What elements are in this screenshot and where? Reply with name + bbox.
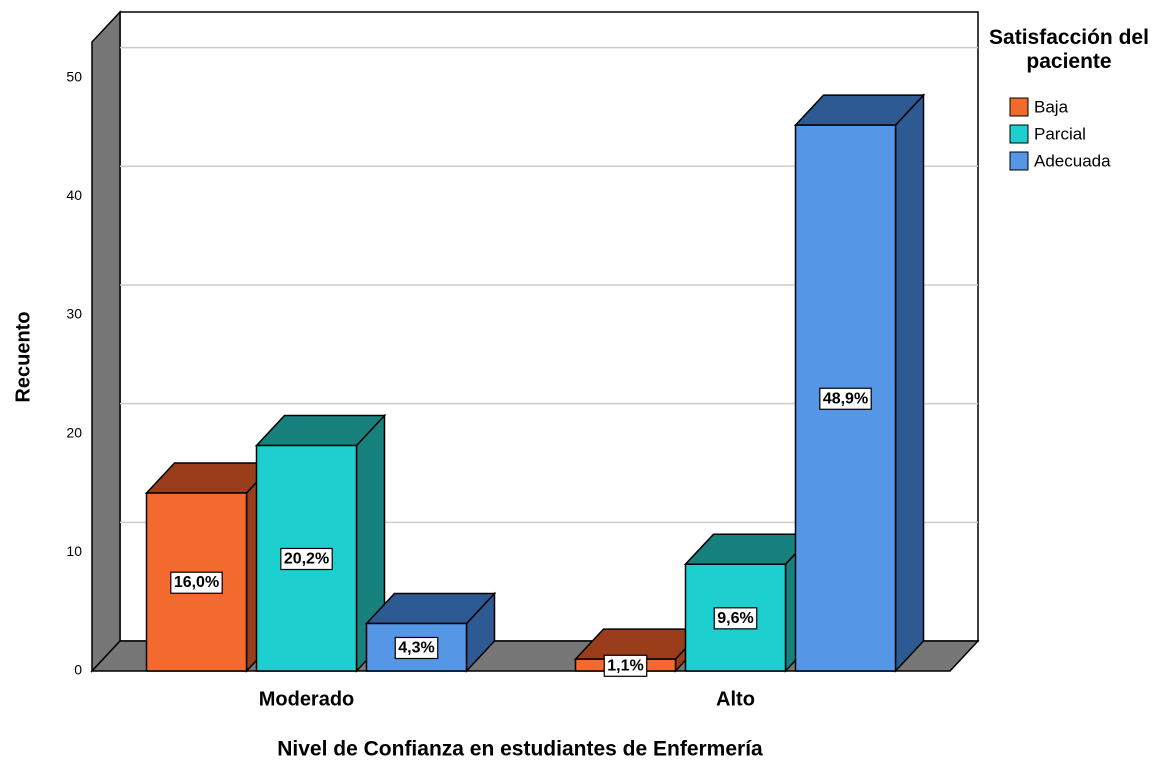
data-label-box [713,607,758,630]
bar-side [894,93,925,673]
bar [364,591,497,673]
data-label: 16,0% [174,574,219,591]
y-tick-label: 20 [66,424,82,440]
data-label: 9,6% [717,610,753,627]
bar [683,532,816,673]
legend-swatch [1009,124,1029,144]
data-label: 4,3% [398,639,434,656]
legend-swatch [1009,151,1029,171]
data-label-box [170,571,223,594]
data-label: 1,1% [607,657,643,674]
bar [793,93,926,673]
data-label-box [603,654,648,677]
x-axis-label: Nivel de Confianza en estudiantes de Enf… [277,738,763,761]
data-label: 48,9% [823,390,868,407]
bar [144,461,277,673]
y-tick-label: 10 [66,543,82,559]
y-tick-label: 40 [66,187,82,203]
x-tick-label: Alto [716,688,755,710]
legend-label: Baja [1034,97,1069,116]
y-tick-label: 0 [74,662,82,678]
data-label-box [280,547,333,571]
y-tick-label: 30 [66,306,82,322]
legend-label: Adecuada [1034,151,1111,170]
legend-label: Parcial [1034,124,1086,143]
legend-swatch [1009,97,1029,117]
left-wall [91,10,121,673]
data-label-box [394,636,439,660]
data-label: 20,2% [284,550,329,567]
bar [254,413,387,673]
y-tick-label: 50 [66,68,82,84]
x-tick-label: Moderado [259,688,355,710]
legend-title: Satisfacción del paciente [989,26,1149,73]
y-axis-label: Recuento [12,311,34,402]
data-label-box [819,387,872,410]
